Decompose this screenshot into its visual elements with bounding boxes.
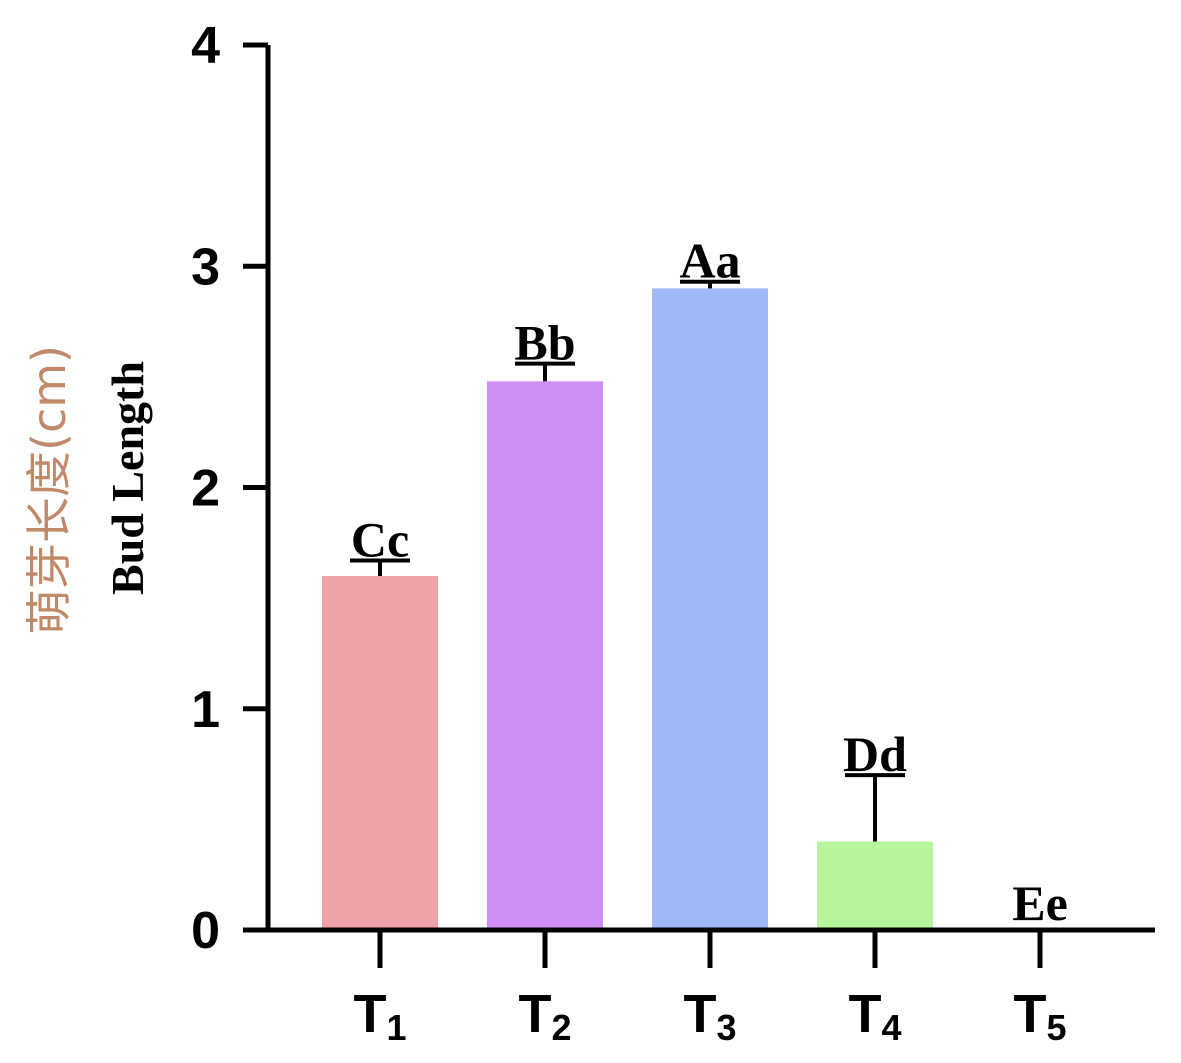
significance-label-1: Cc: [351, 512, 409, 568]
significance-label-3: Aa: [679, 233, 740, 289]
x-tick-label-2: T2: [518, 984, 571, 1048]
y-axis-title-chinese: 萌芽长度(cm): [22, 345, 76, 635]
y-tick-label-3: 3: [191, 238, 220, 296]
significance-label-2: Bb: [514, 315, 575, 371]
x-tick-label-3: T3: [683, 984, 736, 1048]
y-tick-label-2: 2: [191, 460, 220, 518]
bar-2: [487, 381, 603, 930]
bar-3: [652, 288, 768, 930]
bar-1: [322, 576, 438, 930]
y-tick-label-0: 0: [191, 902, 220, 960]
y-axis-title: 萌芽长度(cm) Bud Length: [22, 345, 153, 635]
x-tick-label-1: T1: [353, 984, 406, 1048]
y-axis-title-english: Bud Length: [102, 361, 153, 595]
x-tick-label-4: T4: [848, 984, 901, 1048]
y-tick-label-4: 4: [191, 17, 220, 75]
plot-area: Cc Bb Aa Dd Ee 0 1 2 3 4 T1 T2 T3 T4 T5: [191, 17, 1155, 1048]
significance-label-4: Dd: [843, 726, 907, 782]
y-tick-label-1: 1: [191, 681, 220, 739]
x-tick-label-5: T5: [1013, 984, 1066, 1048]
bar-4: [817, 841, 933, 930]
significance-label-5: Ee: [1012, 875, 1068, 931]
